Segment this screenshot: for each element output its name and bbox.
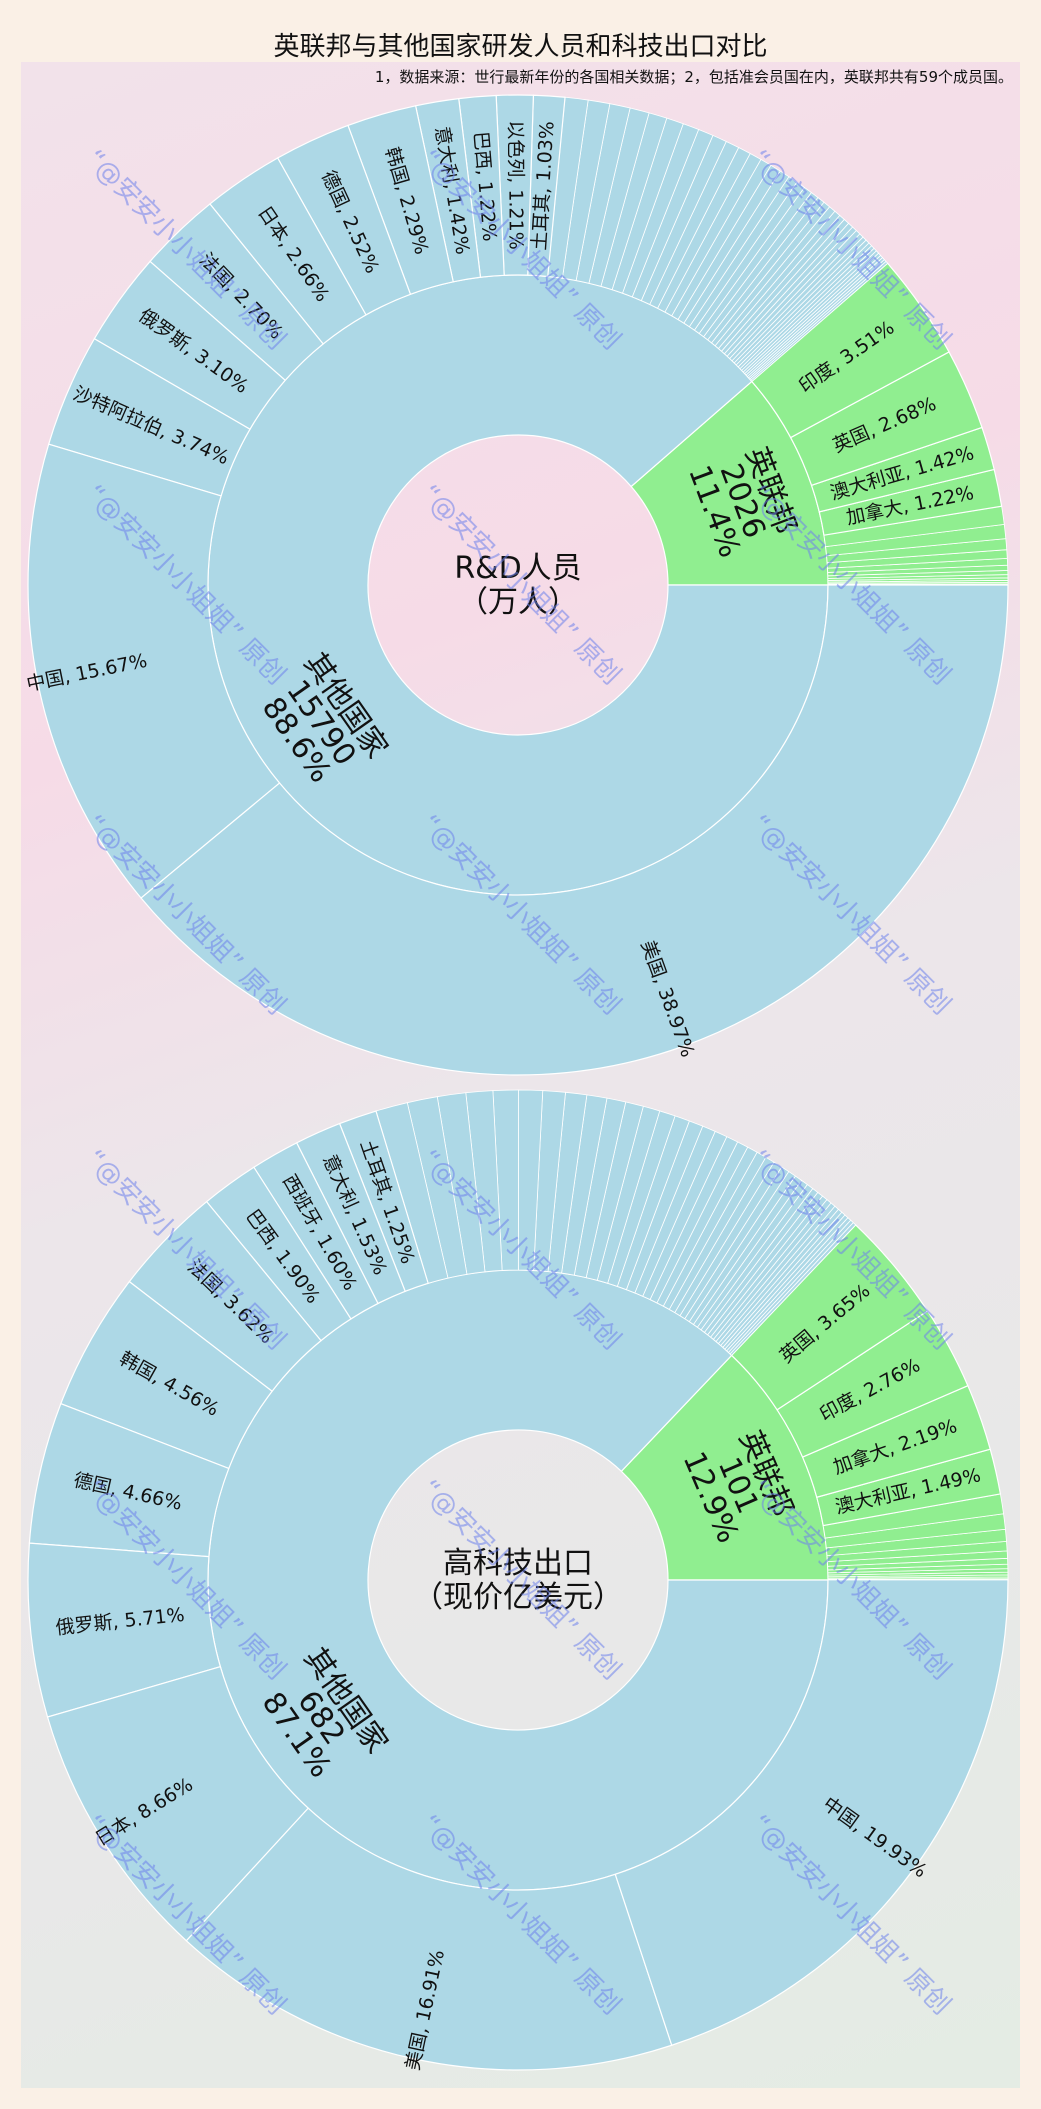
outer-slice-others [185,1807,673,2071]
center-label: R&D人员（万人） [454,551,581,620]
chart-subtitle: 1，数据来源：世行最新年份的各国相关数据；2，包括准会员国在内，英联邦共有59个… [374,68,1013,86]
chart-title: 英联邦与其他国家研发人员和科技出口对比 [273,32,768,62]
center-label: 高科技出口（现价亿美元） [413,1546,623,1615]
rd-personnel-sunburst: 加拿大, 1.22%澳大利亚, 1.42%英国, 2.68%印度, 3.51%土… [25,94,1009,1076]
outer-slice-label: 以色列, 1.21% [504,120,527,250]
outer-slice-others [27,443,281,899]
outer-slice-others [140,584,1009,1076]
hightech-export-sunburst: 澳大利亚, 1.49%加拿大, 2.19%印度, 2.76%英国, 3.65%土… [27,1089,1009,2072]
outer-slice-others [614,1579,1009,2047]
